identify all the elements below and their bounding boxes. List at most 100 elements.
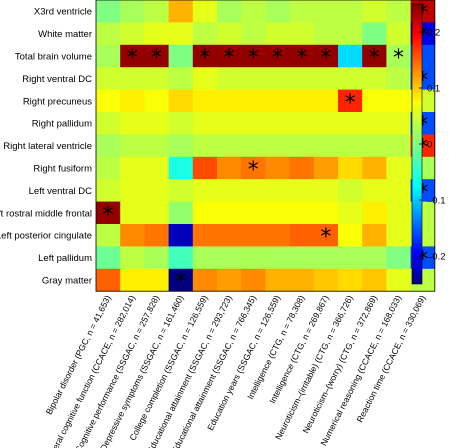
heatmap-cell [168,22,194,46]
heatmap-cell [313,112,339,135]
heatmap-grid [95,0,436,292]
heatmap-cell [289,179,315,202]
heatmap-cell [338,134,363,158]
heatmap-cell [96,224,121,247]
heatmap-cell [144,0,169,23]
row-label: Gray matter [42,276,92,287]
heatmap-frame [95,0,436,292]
significance-star: * [224,46,235,71]
heatmap-cell [241,224,266,247]
heatmap-cell [192,224,218,247]
significance-star: * [127,46,138,71]
heatmap-cell [241,22,266,46]
heatmap-cell [241,134,266,158]
heatmap-cell [168,201,194,225]
row-label: Right precuneus [23,96,92,107]
heatmap-cell [96,156,121,180]
heatmap-cell [96,246,121,270]
significance-markers: *** * * * * * * * * *********** [103,1,429,295]
heatmap-cell [192,179,218,202]
heatmap-cell [265,201,290,225]
heatmap-cell [120,44,145,68]
heatmap-cell [362,112,387,135]
heatmap-cell [289,89,315,113]
heatmap-cell [386,268,411,292]
heatmap-cell [241,44,266,68]
row-label: Left rostral middle frontal [0,208,92,219]
heatmap-cell [362,268,387,292]
heatmap-cell [338,268,363,292]
significance-star: * [417,1,428,26]
heatmap-cell [265,89,290,113]
heatmap-cell [313,156,339,180]
heatmap-cell [144,246,169,270]
row-label: Left pallidum [38,253,92,264]
significance-star: * [248,46,259,71]
significance-star: * [417,24,428,49]
heatmap-cell [120,134,145,158]
heatmap-cell [120,22,145,46]
heatmap-cell [144,268,169,292]
heatmap-cell [192,246,218,270]
heatmap-cell [96,134,121,158]
heatmap-cell [338,67,363,90]
heatmap-cell [241,201,266,225]
heatmap-cell [96,112,121,135]
heatmap-cell [120,0,145,23]
heatmap-cell [192,44,218,68]
heatmap-cell [120,201,145,225]
heatmap-cell [362,67,387,90]
heatmap-cell [192,0,218,23]
heatmap-cell [289,246,315,270]
heatmap-cell [386,44,411,68]
heatmap-cell [289,156,315,180]
heatmap-cell [96,201,121,225]
heatmap-cell [362,0,387,23]
heatmap-cell [144,201,169,225]
heatmap-cell [217,134,242,158]
heatmap-cell [265,179,290,202]
significance-star: * [393,46,404,71]
significance-star: * [345,91,356,116]
heatmap-cell [265,67,290,90]
heatmap-cell [313,0,339,23]
heatmap-cell [241,179,266,202]
heatmap-cell [338,246,363,270]
heatmap-cell [338,224,363,247]
heatmap-cell [241,156,266,180]
colorbar-tick-label: 0.1 [427,84,440,95]
heatmap-cell [289,268,315,292]
heatmap-cell [144,224,169,247]
heatmap-cell [313,246,339,270]
heatmap-cell [96,44,121,68]
heatmap-cell [313,89,339,113]
heatmap-cell [265,0,290,23]
heatmap-cell [241,67,266,90]
heatmap-cell [362,44,387,68]
heatmap-cell [168,0,194,23]
heatmap-cell [289,134,315,158]
heatmap-cell [96,0,121,23]
heatmap-cell [362,134,387,158]
heatmap-cell [386,156,411,180]
heatmap-cell [144,156,169,180]
heatmap-cell [192,156,218,180]
heatmap-cell [338,179,363,202]
heatmap-cell [168,268,194,292]
heatmap-cell [362,156,387,180]
row-label: Left ventral DC [29,186,92,197]
significance-star: * [417,248,428,273]
significance-star: * [320,225,331,250]
heatmap-cell [265,224,290,247]
heatmap-cell [362,179,387,202]
heatmap-cell [192,112,218,135]
colorbar-tick-label: 0 [427,140,432,151]
colorbar: 0.2 0.1 0 –0.1 –0.2 [411,3,446,285]
heatmap-cell [144,44,169,68]
heatmap-cell [168,156,194,180]
heatmap-cell [338,112,363,135]
row-label: Total brain volume [15,52,92,63]
significance-star: * [320,46,331,71]
heatmap-cell [265,22,290,46]
heatmap-cell [120,246,145,270]
